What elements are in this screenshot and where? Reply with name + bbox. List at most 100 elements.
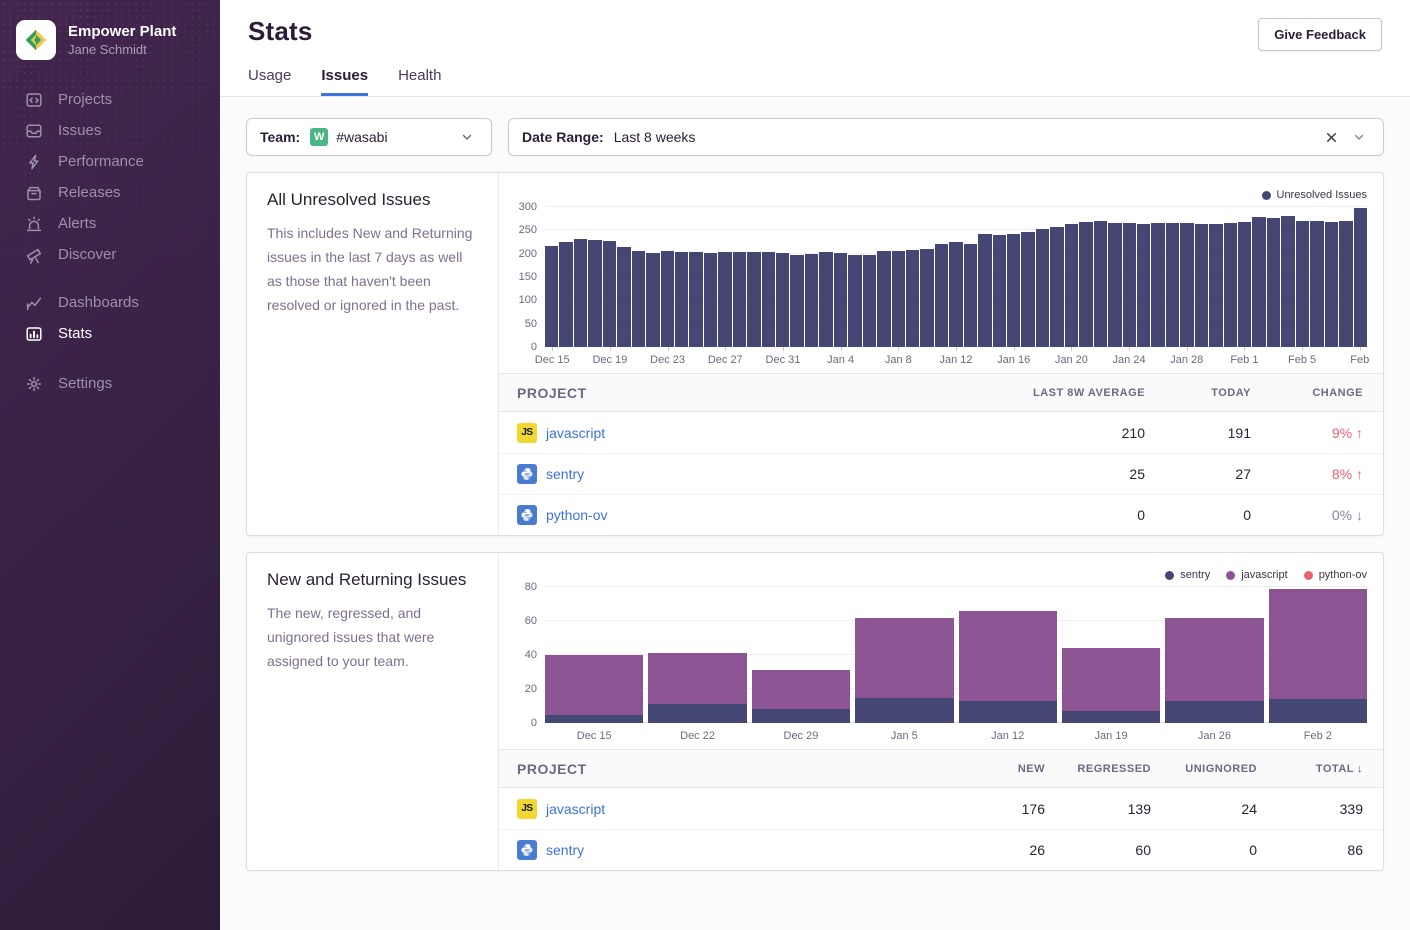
- y-axis-tick-label: 150: [519, 271, 537, 283]
- bar: [1123, 223, 1136, 347]
- page-header: Stats Give Feedback: [220, 0, 1410, 51]
- sidebar-item-stats[interactable]: Stats: [0, 318, 220, 349]
- bar: [1151, 223, 1164, 347]
- date-range-filter[interactable]: Date Range: Last 8 weeks: [508, 118, 1384, 156]
- x-axis-tick: [1071, 347, 1072, 351]
- table-row: JSjavascript17613924339: [499, 788, 1383, 829]
- project-link-javascript[interactable]: javascript: [546, 425, 605, 441]
- sidebar-item-settings[interactable]: Settings: [0, 368, 220, 399]
- bar: [819, 252, 832, 347]
- bar: [863, 255, 876, 347]
- sidebar-item-dashboards[interactable]: Dashboards: [0, 287, 220, 318]
- y-axis-tick-label: 40: [525, 649, 537, 661]
- bar: [790, 255, 803, 347]
- x-axis-tick-label: Jan 26: [1165, 730, 1263, 742]
- bar: [718, 252, 731, 347]
- value-cell: 9% ↑: [1251, 425, 1363, 441]
- unresolved-issues-panel: All Unresolved Issues This includes New …: [246, 172, 1384, 536]
- x-axis-tick-label: Dec 15: [535, 354, 570, 366]
- bar: [906, 250, 919, 347]
- stacked-bar-series: [545, 587, 1367, 723]
- sidebar-item-projects[interactable]: Projects: [0, 84, 220, 115]
- org-switcher[interactable]: Empower Plant Jane Schmidt: [0, 0, 220, 60]
- y-axis-tick-label: 200: [519, 248, 537, 260]
- projects-icon: [25, 91, 43, 109]
- sidebar-item-releases[interactable]: Releases: [0, 177, 220, 208]
- python-icon: [520, 467, 534, 481]
- sidebar-item-label: Performance: [58, 153, 144, 170]
- sort-desc-icon: ↓: [1357, 763, 1363, 775]
- value-cell: 86: [1257, 842, 1363, 858]
- give-feedback-button[interactable]: Give Feedback: [1258, 18, 1382, 51]
- bar: [964, 244, 977, 347]
- y-axis-tick-label: 60: [525, 615, 537, 627]
- sidebar-item-alerts[interactable]: Alerts: [0, 208, 220, 239]
- bar: [632, 251, 645, 347]
- y-axis-tick-label: 250: [519, 224, 537, 236]
- project-cell: JSjavascript: [517, 799, 939, 819]
- sidebar-item-performance[interactable]: Performance: [0, 146, 220, 177]
- bar-segment-sentry: [855, 698, 953, 724]
- project-link-javascript[interactable]: javascript: [546, 801, 605, 817]
- sidebar-item-label: Discover: [58, 246, 116, 263]
- sidebar-item-issues[interactable]: Issues: [0, 115, 220, 146]
- app: Empower Plant Jane Schmidt Projects Issue…: [0, 0, 1410, 930]
- bar: [1267, 218, 1280, 347]
- project-link-sentry[interactable]: sentry: [546, 842, 584, 858]
- table-row: JSjavascript2101919% ↑: [499, 412, 1383, 453]
- project-link-python-ov[interactable]: python-ov: [546, 507, 607, 523]
- legend-item-javascript[interactable]: javascript: [1226, 569, 1287, 581]
- legend-item-sentry[interactable]: sentry: [1165, 569, 1210, 581]
- stacked-bar: [1269, 587, 1367, 723]
- chevron-down-icon[interactable]: [456, 126, 478, 148]
- y-axis: 050100150200250300: [511, 207, 545, 347]
- panel-description: The new, regressed, and unignored issues…: [267, 601, 478, 673]
- tab-issues[interactable]: Issues: [321, 67, 368, 96]
- legend-dot-icon: [1262, 191, 1271, 200]
- tab-usage[interactable]: Usage: [248, 67, 291, 96]
- stacked-bar: [1062, 587, 1160, 723]
- x-axis: Dec 15Dec 22Dec 29Jan 5Jan 12Jan 19Jan 2…: [545, 723, 1367, 749]
- y-axis-tick-label: 0: [531, 341, 537, 353]
- bar: [1036, 229, 1049, 347]
- bar: [978, 234, 991, 347]
- filter-row: Team: W #wasabi Date Range: Last 8 weeks: [246, 118, 1384, 156]
- clear-date-icon[interactable]: [1320, 126, 1342, 148]
- bar: [1354, 208, 1367, 347]
- stacked-bar: [959, 587, 1057, 723]
- sidebar-item-label: Stats: [58, 325, 92, 342]
- bar-segment-sentry: [545, 715, 643, 724]
- project-link-sentry[interactable]: sentry: [546, 466, 584, 482]
- bar: [1296, 221, 1309, 347]
- y-axis-tick-label: 100: [519, 294, 537, 306]
- chevron-down-icon[interactable]: [1348, 126, 1370, 148]
- legend-item-unresolved-issues[interactable]: Unresolved Issues: [1262, 189, 1368, 201]
- stacked-bar: [648, 587, 746, 723]
- legend-item-python-ov[interactable]: python-ov: [1304, 569, 1367, 581]
- sidebar-item-discover[interactable]: Discover: [0, 239, 220, 270]
- bar: [1180, 223, 1193, 347]
- releases-icon: [25, 184, 43, 202]
- y-axis-tick-label: 20: [525, 683, 537, 695]
- tab-health[interactable]: Health: [398, 67, 441, 96]
- org-info: Empower Plant Jane Schmidt: [68, 22, 176, 59]
- stacked-bar: [1165, 587, 1263, 723]
- nav-group: Projects Issues Performance ReleasesAlerts D…: [0, 84, 220, 270]
- x-axis-tick-label: Feb 5: [1288, 354, 1316, 366]
- x-axis-tick-label: Dec 29: [752, 730, 850, 742]
- sidebar-item-label: Projects: [58, 91, 112, 108]
- column-header-total[interactable]: TOTAL↓: [1257, 763, 1363, 775]
- nav-group: Dashboards Stats: [0, 287, 220, 349]
- settings-icon: [25, 375, 43, 393]
- bar: [1209, 224, 1222, 347]
- team-filter[interactable]: Team: W #wasabi: [246, 118, 492, 156]
- python-icon: [517, 840, 537, 860]
- bar: [1050, 227, 1063, 347]
- date-range-value: Last 8 weeks: [614, 129, 696, 145]
- x-axis-tick-label: Jan 8: [885, 354, 912, 366]
- issues-icon: [25, 122, 43, 140]
- javascript-icon: JS: [517, 423, 537, 443]
- table-header-row: PROJECTLAST 8W AVERAGETODAYCHANGE: [499, 374, 1383, 412]
- bar: [949, 242, 962, 347]
- bar: [1281, 216, 1294, 347]
